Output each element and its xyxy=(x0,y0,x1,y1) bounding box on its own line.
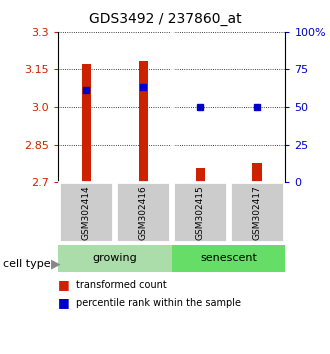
Text: percentile rank within the sample: percentile rank within the sample xyxy=(76,298,241,308)
Text: ■: ■ xyxy=(58,279,70,291)
Text: GSM302416: GSM302416 xyxy=(139,185,148,240)
Text: GSM302414: GSM302414 xyxy=(82,185,91,240)
Text: ■: ■ xyxy=(58,296,70,309)
Text: GSM302415: GSM302415 xyxy=(196,185,205,240)
Bar xyxy=(173,182,227,242)
Bar xyxy=(230,182,284,242)
Text: GDS3492 / 237860_at: GDS3492 / 237860_at xyxy=(89,12,241,27)
Bar xyxy=(116,182,170,242)
Bar xyxy=(195,168,205,182)
Text: cell type: cell type xyxy=(3,259,51,269)
Text: ▶: ▶ xyxy=(51,257,61,270)
Text: growing: growing xyxy=(92,253,137,263)
Bar xyxy=(139,61,148,182)
Text: senescent: senescent xyxy=(200,253,257,263)
Bar xyxy=(252,163,262,182)
Bar xyxy=(59,182,113,242)
Text: transformed count: transformed count xyxy=(76,280,167,290)
Text: GSM302417: GSM302417 xyxy=(252,185,261,240)
Bar xyxy=(82,64,91,182)
